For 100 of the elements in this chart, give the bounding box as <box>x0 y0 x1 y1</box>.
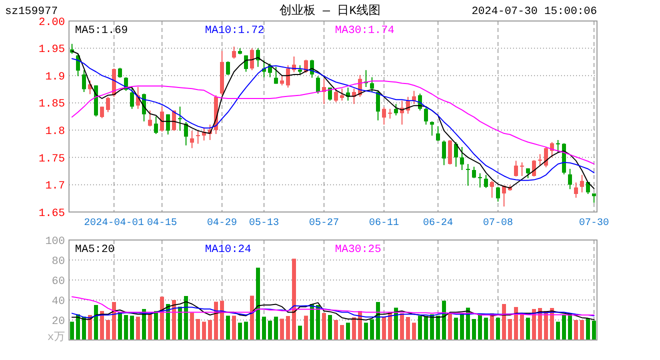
candlestick <box>340 88 344 102</box>
line-series <box>72 296 594 316</box>
bar <box>424 316 428 340</box>
candlestick <box>580 174 584 193</box>
bar <box>124 315 128 340</box>
candlestick <box>256 48 260 68</box>
bar <box>316 305 320 340</box>
y-tick-label: 1.95 <box>38 44 65 56</box>
y-tick-label: 1.8 <box>45 126 65 138</box>
candlestick <box>520 162 524 176</box>
candlestick <box>262 60 266 78</box>
candlestick <box>532 160 536 178</box>
bar <box>256 268 260 340</box>
x-tick-label: 05-13 <box>248 218 280 229</box>
bar <box>82 316 86 340</box>
bar <box>208 320 212 340</box>
bar <box>406 317 410 340</box>
bar <box>334 320 338 340</box>
bar <box>172 300 176 340</box>
chart-title: 创业板 — 日K线图 <box>280 4 380 18</box>
candlestick <box>490 180 494 198</box>
bar <box>460 313 464 340</box>
x-tick-label: 07-08 <box>482 218 514 229</box>
bar <box>130 316 134 340</box>
bar <box>382 316 386 340</box>
candlestick <box>232 46 236 60</box>
y-tick-label: 100 <box>45 236 65 248</box>
bar <box>370 319 374 340</box>
candlestick <box>556 139 560 154</box>
bar <box>430 314 434 340</box>
bar <box>148 314 152 340</box>
candlestick <box>472 166 476 179</box>
bar <box>520 313 524 340</box>
y-axis-title: x万 <box>47 331 65 344</box>
x-tick-label: 04-29 <box>206 218 238 229</box>
line-series <box>72 301 594 320</box>
bar <box>346 322 350 340</box>
y-tick-label: 60 <box>52 276 65 288</box>
bar <box>418 316 422 340</box>
bar <box>592 320 596 340</box>
candlestick <box>154 116 158 134</box>
bar <box>220 300 224 340</box>
x-tick-label: 05-27 <box>308 218 340 229</box>
candlestick <box>334 88 338 103</box>
bar <box>196 319 200 340</box>
bar <box>526 318 530 340</box>
bar <box>562 315 566 340</box>
bar <box>340 325 344 340</box>
candlestick <box>424 107 428 126</box>
bar <box>250 296 254 340</box>
bar <box>388 312 392 340</box>
candlestick <box>466 163 470 186</box>
bar <box>190 312 194 340</box>
bar <box>286 316 290 340</box>
candlestick <box>442 140 446 166</box>
bar <box>232 316 236 340</box>
candlestick <box>544 146 548 168</box>
candlestick <box>130 87 134 110</box>
candlestick <box>538 154 542 166</box>
bar <box>310 304 314 340</box>
bar <box>322 313 326 340</box>
candlestick <box>430 120 434 136</box>
candlestick <box>250 48 254 71</box>
candlestick <box>568 168 572 190</box>
bar <box>76 314 80 340</box>
bar <box>70 322 74 340</box>
bar <box>454 318 458 340</box>
candlestick <box>106 96 110 113</box>
bar <box>478 314 482 340</box>
bar <box>100 311 104 340</box>
x-tick-label: 04-15 <box>146 218 178 229</box>
candlestick <box>226 60 230 76</box>
candlestick <box>514 160 518 178</box>
candlestick <box>376 90 380 121</box>
bar <box>178 306 182 340</box>
candlestick <box>100 106 104 119</box>
candlestick <box>148 110 152 127</box>
x-tick-label: 2024-04-01 <box>84 218 144 229</box>
text: MA10:1.72 <box>205 25 264 37</box>
bar <box>400 313 404 340</box>
bar <box>364 322 368 340</box>
text: 2024-07-30 15:00:06 <box>472 6 597 18</box>
bar <box>556 322 560 340</box>
candlestick <box>328 87 332 102</box>
text: MA5:20 <box>75 244 115 256</box>
y-tick-label: 1.7 <box>45 180 65 193</box>
candlestick <box>460 146 464 170</box>
bar <box>262 316 266 340</box>
candlestick <box>316 76 320 94</box>
y-tick-label: 20 <box>52 316 65 328</box>
bar <box>376 302 380 340</box>
text: sz159977 <box>5 6 58 18</box>
bar <box>352 317 356 340</box>
bar <box>448 313 452 340</box>
bar <box>436 316 440 340</box>
bar <box>514 307 518 340</box>
candlestick <box>448 139 452 166</box>
candlestick <box>82 70 86 92</box>
bar <box>226 316 230 340</box>
x-tick-label: 06-24 <box>422 218 454 229</box>
